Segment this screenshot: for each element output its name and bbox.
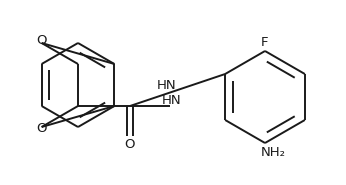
Text: O: O: [125, 137, 135, 151]
Text: F: F: [261, 36, 269, 48]
Text: HN: HN: [156, 79, 176, 92]
Text: NH₂: NH₂: [261, 147, 285, 159]
Text: O: O: [36, 122, 47, 135]
Text: O: O: [36, 34, 47, 48]
Text: HN: HN: [162, 95, 182, 107]
